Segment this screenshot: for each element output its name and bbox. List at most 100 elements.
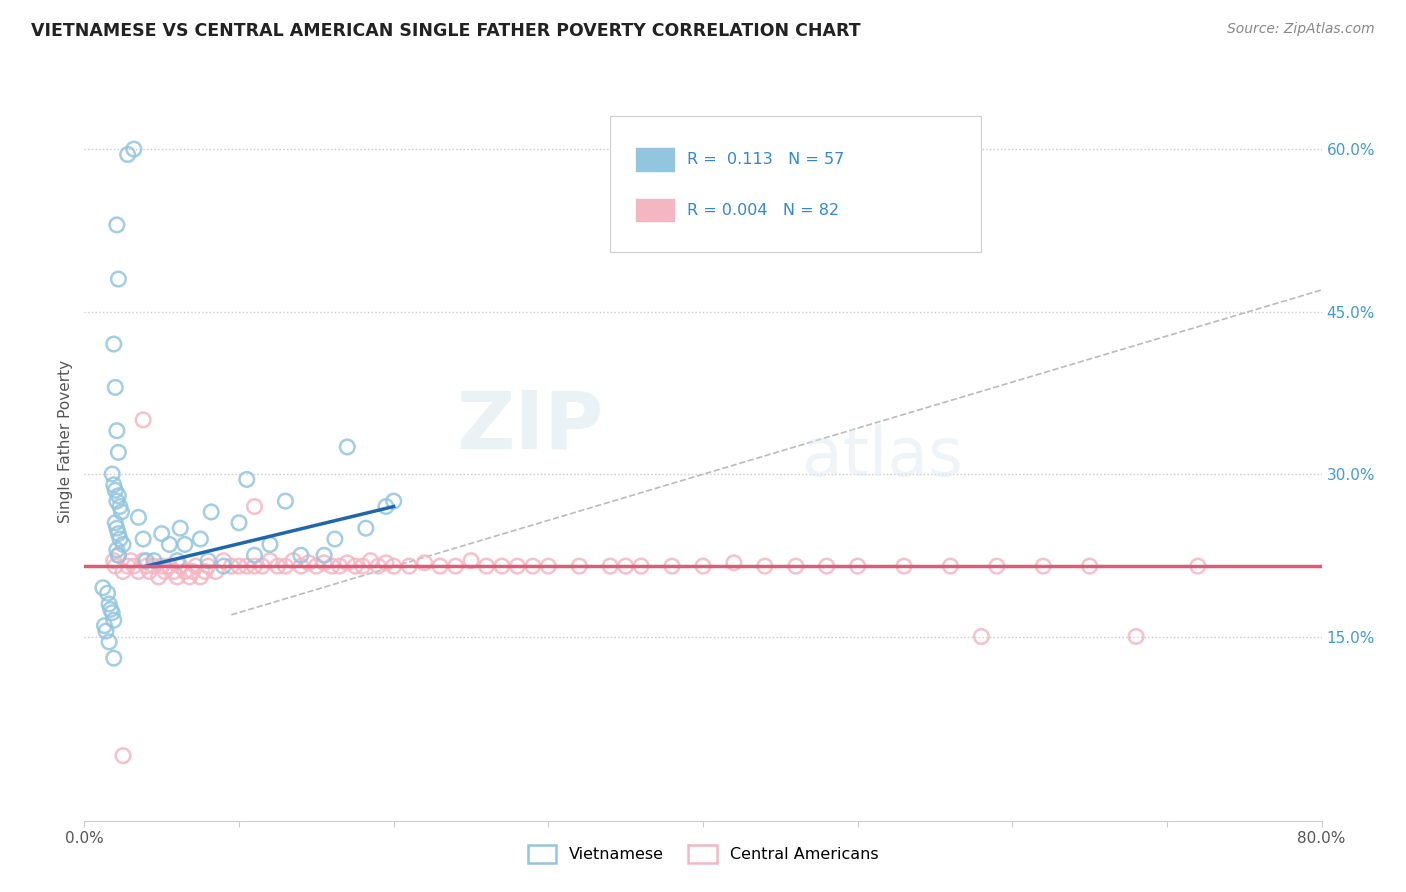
Point	[112, 537, 135, 551]
Point	[117, 559, 139, 574]
Point	[522, 559, 544, 574]
Point	[169, 521, 191, 535]
Point	[212, 559, 235, 574]
Point	[274, 494, 297, 508]
Point	[105, 424, 128, 438]
Point	[568, 559, 591, 574]
Point	[105, 542, 128, 557]
Point	[135, 559, 157, 574]
Point	[367, 559, 389, 574]
Point	[91, 581, 114, 595]
Text: atlas: atlas	[801, 424, 963, 490]
Point	[235, 473, 259, 487]
Point	[290, 559, 312, 574]
Point	[166, 570, 188, 584]
Point	[104, 516, 127, 530]
Point	[174, 565, 197, 579]
Point	[143, 559, 166, 574]
Point	[103, 554, 125, 568]
Point	[197, 554, 219, 568]
Point	[297, 556, 319, 570]
Point	[281, 554, 305, 568]
Point	[181, 565, 204, 579]
Text: R = 0.004   N = 82: R = 0.004 N = 82	[688, 202, 839, 218]
Point	[104, 559, 127, 574]
Point	[614, 559, 637, 574]
Point	[132, 554, 155, 568]
Point	[1078, 559, 1101, 574]
Point	[127, 565, 149, 579]
Point	[197, 559, 219, 574]
Point	[970, 630, 993, 644]
Point	[352, 559, 374, 574]
Point	[132, 532, 155, 546]
Point	[110, 505, 132, 519]
Point	[122, 559, 145, 574]
Point	[200, 505, 222, 519]
Point	[107, 272, 129, 286]
Point	[104, 483, 127, 498]
Point	[243, 559, 266, 574]
Point	[274, 559, 297, 574]
Point	[120, 554, 142, 568]
Point	[100, 602, 122, 616]
Point	[174, 537, 197, 551]
Point	[321, 559, 343, 574]
Point	[491, 559, 513, 574]
Point	[630, 559, 652, 574]
Point	[259, 537, 281, 551]
Point	[107, 445, 129, 459]
Point	[290, 548, 312, 563]
Point	[1032, 559, 1054, 574]
Point	[188, 532, 211, 546]
Point	[159, 559, 180, 574]
Point	[153, 565, 176, 579]
Point	[336, 440, 359, 454]
Point	[101, 606, 124, 620]
Point	[228, 516, 250, 530]
Point	[785, 559, 807, 574]
Point	[107, 548, 129, 563]
Point	[159, 537, 180, 551]
Point	[105, 521, 128, 535]
Point	[599, 559, 621, 574]
Point	[506, 559, 529, 574]
Point	[194, 565, 217, 579]
Point	[132, 413, 155, 427]
Point	[893, 559, 915, 574]
Point	[336, 556, 359, 570]
FancyBboxPatch shape	[610, 116, 981, 252]
Point	[135, 554, 157, 568]
Point	[105, 218, 128, 232]
Point	[305, 559, 328, 574]
Point	[537, 559, 560, 574]
Point	[184, 559, 207, 574]
Point	[661, 559, 683, 574]
Legend: Vietnamese, Central Americans: Vietnamese, Central Americans	[522, 838, 884, 870]
Point	[444, 559, 467, 574]
Point	[103, 337, 125, 351]
Point	[108, 532, 131, 546]
Point	[112, 748, 135, 763]
Point	[98, 597, 121, 611]
Point	[413, 556, 436, 570]
Point	[235, 559, 259, 574]
Point	[815, 559, 838, 574]
Point	[127, 510, 149, 524]
Point	[101, 467, 124, 481]
Point	[312, 556, 335, 570]
Point	[179, 570, 201, 584]
Point	[259, 554, 281, 568]
Point	[354, 521, 377, 535]
Point	[143, 554, 166, 568]
Point	[374, 556, 398, 570]
Point	[460, 554, 482, 568]
Point	[108, 500, 131, 514]
Point	[1187, 559, 1209, 574]
Point	[1125, 630, 1147, 644]
Point	[475, 559, 498, 574]
Point	[163, 565, 186, 579]
Point	[103, 651, 125, 665]
Point	[429, 559, 451, 574]
Point	[343, 559, 366, 574]
